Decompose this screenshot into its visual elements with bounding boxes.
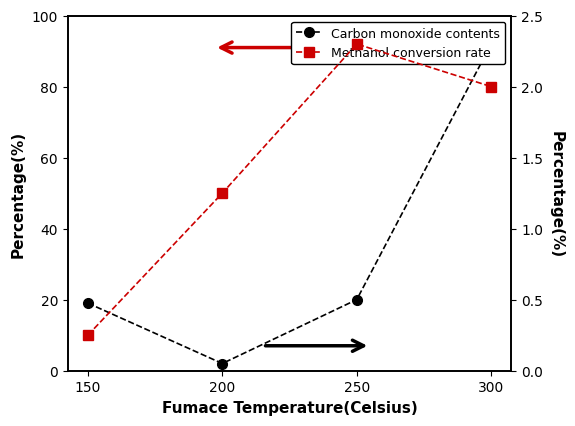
- Y-axis label: Percentage(%): Percentage(%): [11, 130, 26, 257]
- X-axis label: Fumace Temperature(Celsius): Fumace Temperature(Celsius): [162, 400, 417, 415]
- Legend: Carbon monoxide contents, Methanol conversion rate: Carbon monoxide contents, Methanol conve…: [291, 23, 505, 65]
- Carbon monoxide contents: [488, 42, 494, 47]
- Line: Carbon monoxide contents: Carbon monoxide contents: [83, 40, 496, 368]
- Carbon monoxide contents: [353, 297, 360, 302]
- Methanol conversion rate: [219, 191, 226, 196]
- Y-axis label: Percentage(%): Percentage(%): [549, 130, 564, 257]
- Carbon monoxide contents: [85, 301, 91, 306]
- Methanol conversion rate: [353, 42, 360, 47]
- Carbon monoxide contents: [219, 361, 226, 366]
- Line: Methanol conversion rate: Methanol conversion rate: [83, 40, 496, 340]
- Methanol conversion rate: [85, 333, 91, 338]
- Methanol conversion rate: [488, 85, 494, 90]
